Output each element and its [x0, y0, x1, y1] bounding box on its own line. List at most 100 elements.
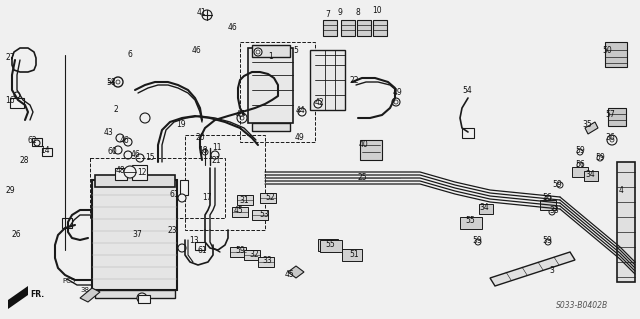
Text: 22: 22	[350, 76, 360, 85]
Bar	[237, 195, 253, 205]
Polygon shape	[584, 171, 598, 181]
Text: 50: 50	[602, 46, 612, 55]
Bar	[260, 193, 276, 203]
Text: 57: 57	[605, 110, 615, 119]
Text: 25: 25	[357, 173, 367, 182]
Circle shape	[392, 98, 400, 106]
Bar	[185, 135, 265, 230]
Text: 4: 4	[619, 186, 624, 195]
Text: 61: 61	[169, 190, 179, 199]
Bar	[32, 138, 42, 146]
Polygon shape	[479, 204, 493, 214]
Circle shape	[240, 116, 244, 120]
Text: 18: 18	[198, 146, 207, 155]
Text: 55: 55	[325, 240, 335, 249]
Bar	[90, 158, 225, 218]
Text: 11: 11	[212, 143, 221, 152]
Circle shape	[557, 182, 563, 188]
Text: 56: 56	[542, 193, 552, 202]
Circle shape	[577, 149, 583, 155]
Bar	[244, 250, 260, 260]
Circle shape	[610, 138, 614, 142]
Text: 2: 2	[114, 105, 119, 114]
Text: S033-B0402B: S033-B0402B	[556, 301, 608, 310]
Bar	[617, 162, 635, 282]
Circle shape	[394, 100, 398, 104]
Bar	[10, 98, 24, 108]
Text: 10: 10	[372, 6, 381, 15]
Text: 6: 6	[127, 50, 132, 59]
Bar	[323, 20, 337, 36]
Bar	[248, 48, 293, 123]
Circle shape	[577, 162, 583, 168]
Text: 17: 17	[202, 193, 212, 202]
Text: 59: 59	[595, 153, 605, 162]
Bar	[360, 140, 382, 160]
Bar	[95, 290, 175, 298]
Bar	[195, 242, 205, 250]
Circle shape	[545, 195, 551, 201]
Bar	[95, 175, 175, 187]
Text: 13: 13	[189, 236, 198, 245]
Bar	[318, 239, 338, 251]
Bar	[310, 50, 345, 110]
Circle shape	[137, 293, 147, 303]
Text: 29: 29	[5, 186, 15, 195]
Text: 7: 7	[325, 10, 330, 19]
Circle shape	[237, 113, 247, 123]
Bar	[320, 240, 342, 252]
Bar	[258, 257, 274, 267]
Text: 52: 52	[265, 193, 275, 202]
Text: 40: 40	[359, 140, 369, 149]
Text: 3: 3	[549, 266, 554, 275]
Text: 59: 59	[575, 146, 585, 155]
Text: 9: 9	[338, 8, 343, 17]
Circle shape	[140, 113, 150, 123]
Text: 46: 46	[131, 150, 141, 159]
Bar	[252, 45, 290, 57]
Polygon shape	[585, 122, 598, 134]
Circle shape	[202, 10, 212, 20]
Text: 32: 32	[249, 250, 259, 259]
Bar	[138, 295, 150, 303]
Circle shape	[256, 50, 260, 54]
Text: 26: 26	[12, 230, 22, 239]
Circle shape	[178, 244, 186, 252]
Text: 53: 53	[259, 210, 269, 219]
Text: 51: 51	[349, 250, 358, 259]
Circle shape	[314, 100, 322, 108]
Bar	[252, 210, 268, 220]
Text: 62: 62	[28, 136, 38, 145]
Text: 41: 41	[197, 8, 207, 17]
Text: 46: 46	[192, 46, 202, 55]
Bar	[132, 165, 147, 180]
Text: PC5: PC5	[62, 278, 76, 284]
Circle shape	[124, 151, 132, 159]
Text: 34: 34	[585, 170, 595, 179]
Text: 8: 8	[355, 8, 360, 17]
Text: 61: 61	[197, 246, 207, 255]
Text: 21: 21	[212, 156, 221, 165]
Text: 58: 58	[106, 78, 116, 87]
Text: 5: 5	[293, 46, 298, 55]
Circle shape	[254, 48, 262, 56]
Bar	[92, 180, 177, 290]
Text: 36: 36	[605, 133, 615, 142]
Text: 59: 59	[552, 180, 562, 189]
Text: 46: 46	[228, 23, 237, 32]
Bar	[572, 167, 588, 177]
Text: 1: 1	[268, 52, 273, 61]
Text: 12: 12	[137, 168, 147, 177]
Bar	[180, 180, 188, 195]
Text: 33: 33	[262, 256, 272, 265]
Text: 46: 46	[120, 136, 130, 145]
Circle shape	[124, 138, 132, 146]
Circle shape	[113, 77, 123, 87]
Text: 27: 27	[6, 53, 15, 62]
Bar	[62, 218, 72, 228]
Text: 15: 15	[145, 153, 155, 162]
Polygon shape	[288, 266, 304, 278]
Polygon shape	[490, 252, 575, 286]
Text: 43: 43	[104, 128, 114, 137]
Circle shape	[114, 146, 122, 154]
